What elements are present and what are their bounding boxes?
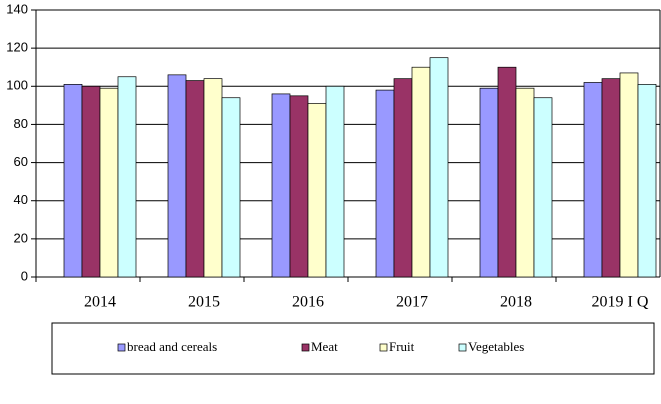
legend-swatch <box>458 343 467 352</box>
bar <box>307 103 327 278</box>
bar <box>185 80 205 278</box>
bar <box>81 85 101 278</box>
bar <box>515 87 535 278</box>
x-tick-label: 2019 I Q <box>592 294 649 311</box>
bar <box>479 87 499 278</box>
y-tick-label: 100 <box>6 78 28 93</box>
bar <box>117 76 137 278</box>
legend-box <box>51 322 655 375</box>
bar <box>289 95 309 278</box>
bar <box>203 78 223 278</box>
bar <box>533 97 553 278</box>
legend-swatch <box>117 343 126 352</box>
bar <box>411 66 431 278</box>
y-tick-label: 0 <box>21 268 28 283</box>
bar <box>601 78 621 278</box>
bar <box>271 93 291 278</box>
x-tick-label: 2014 <box>84 294 116 311</box>
bar <box>221 97 241 278</box>
y-tick-label: 120 <box>6 40 28 55</box>
y-tick-label: 60 <box>14 154 28 169</box>
y-tick-label: 40 <box>14 192 28 207</box>
y-tick-label: 20 <box>14 230 28 245</box>
bar <box>325 85 345 278</box>
legend-label: Vegetables <box>468 339 524 354</box>
bar <box>583 82 603 278</box>
x-tick-label: 2017 <box>396 294 428 311</box>
bar <box>637 84 657 278</box>
x-tick-label: 2015 <box>188 294 220 311</box>
y-tick-label: 140 <box>6 1 28 16</box>
bar <box>99 87 119 278</box>
bar <box>619 72 639 278</box>
legend-swatch <box>379 343 388 352</box>
legend-label: Fruit <box>389 339 415 354</box>
legend-label: Meat <box>311 339 338 354</box>
bar <box>393 78 413 278</box>
bar <box>167 74 187 278</box>
bar <box>429 57 449 278</box>
legend-label: bread and cereals <box>127 339 217 354</box>
bar <box>63 84 83 278</box>
bar <box>497 66 517 278</box>
bar <box>375 89 395 278</box>
legend-swatch <box>301 343 310 352</box>
x-tick-label: 2018 <box>500 294 532 311</box>
y-tick-label: 80 <box>14 116 28 131</box>
x-tick-label: 2016 <box>292 294 324 311</box>
